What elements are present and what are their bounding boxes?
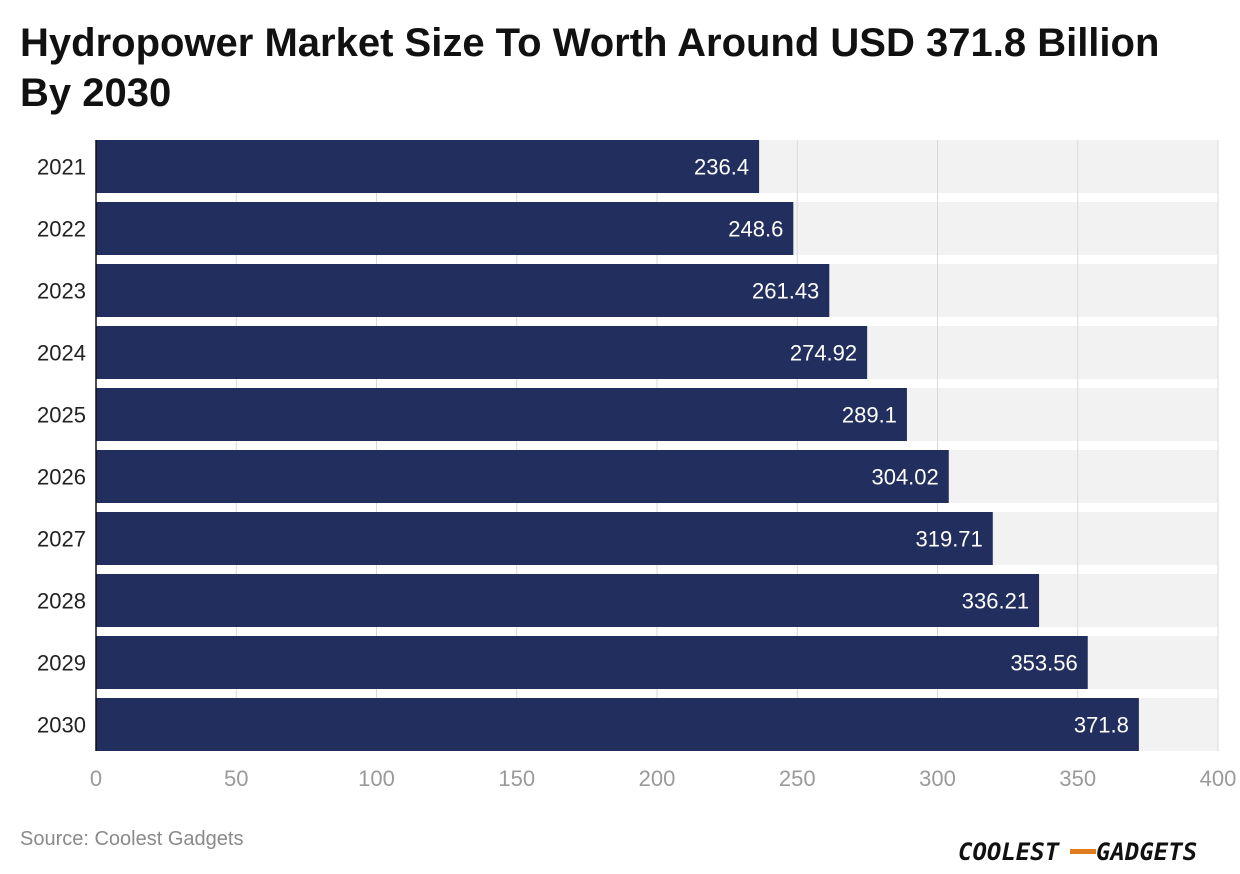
bar-value-label: 236.4	[694, 155, 749, 180]
bar	[96, 450, 949, 503]
bar-value-label: 353.56	[1010, 651, 1077, 676]
bar-value-label: 274.92	[790, 341, 857, 366]
category-label: 2024	[37, 341, 86, 366]
bar	[96, 264, 830, 317]
bar	[96, 140, 760, 193]
logo-text-part2: GADGETS	[1096, 838, 1197, 866]
x-tick-label: 350	[1059, 766, 1096, 791]
bar	[96, 326, 868, 379]
category-label: 2027	[37, 527, 86, 552]
x-tick-label: 250	[779, 766, 816, 791]
x-tick-label: 0	[90, 766, 102, 791]
bar-value-label: 371.8	[1074, 713, 1129, 738]
bar	[96, 388, 907, 441]
coolest-gadgets-logo: COOLEST GADGETS	[958, 838, 1197, 866]
bar-value-label: 261.43	[752, 279, 819, 304]
x-tick-label: 50	[224, 766, 248, 791]
category-label: 2023	[37, 279, 86, 304]
x-tick-label: 300	[919, 766, 956, 791]
category-label: 2030	[37, 713, 86, 738]
category-label: 2028	[37, 589, 86, 614]
source-note: Source: Coolest Gadgets	[20, 828, 244, 850]
bar	[96, 512, 993, 565]
category-label: 2025	[37, 403, 86, 428]
bar	[96, 574, 1040, 627]
x-tick-label: 150	[498, 766, 535, 791]
logo-dash	[1070, 849, 1096, 854]
bar	[96, 698, 1139, 751]
bar-value-label: 336.21	[962, 589, 1029, 614]
category-label: 2022	[37, 217, 86, 242]
bar-value-label: 248.6	[728, 217, 783, 242]
category-label: 2026	[37, 465, 86, 490]
bar-value-label: 289.1	[842, 403, 897, 428]
bar-chart: 236.4 2021 248.6 2022 261.43 2023 274.92 2024 28…	[37, 140, 1237, 791]
bar-value-label: 304.02	[871, 465, 938, 490]
chart-title: Hydropower Market Size To Worth Around U…	[20, 21, 1160, 115]
bar	[96, 636, 1088, 689]
bar-value-label: 319.71	[915, 527, 982, 552]
x-tick-label: 200	[639, 766, 676, 791]
x-tick-label: 400	[1200, 766, 1237, 791]
category-label: 2029	[37, 651, 86, 676]
bar	[96, 202, 794, 255]
logo-text-part1: COOLEST	[958, 838, 1061, 866]
category-label: 2021	[37, 155, 86, 180]
x-tick-label: 100	[358, 766, 395, 791]
